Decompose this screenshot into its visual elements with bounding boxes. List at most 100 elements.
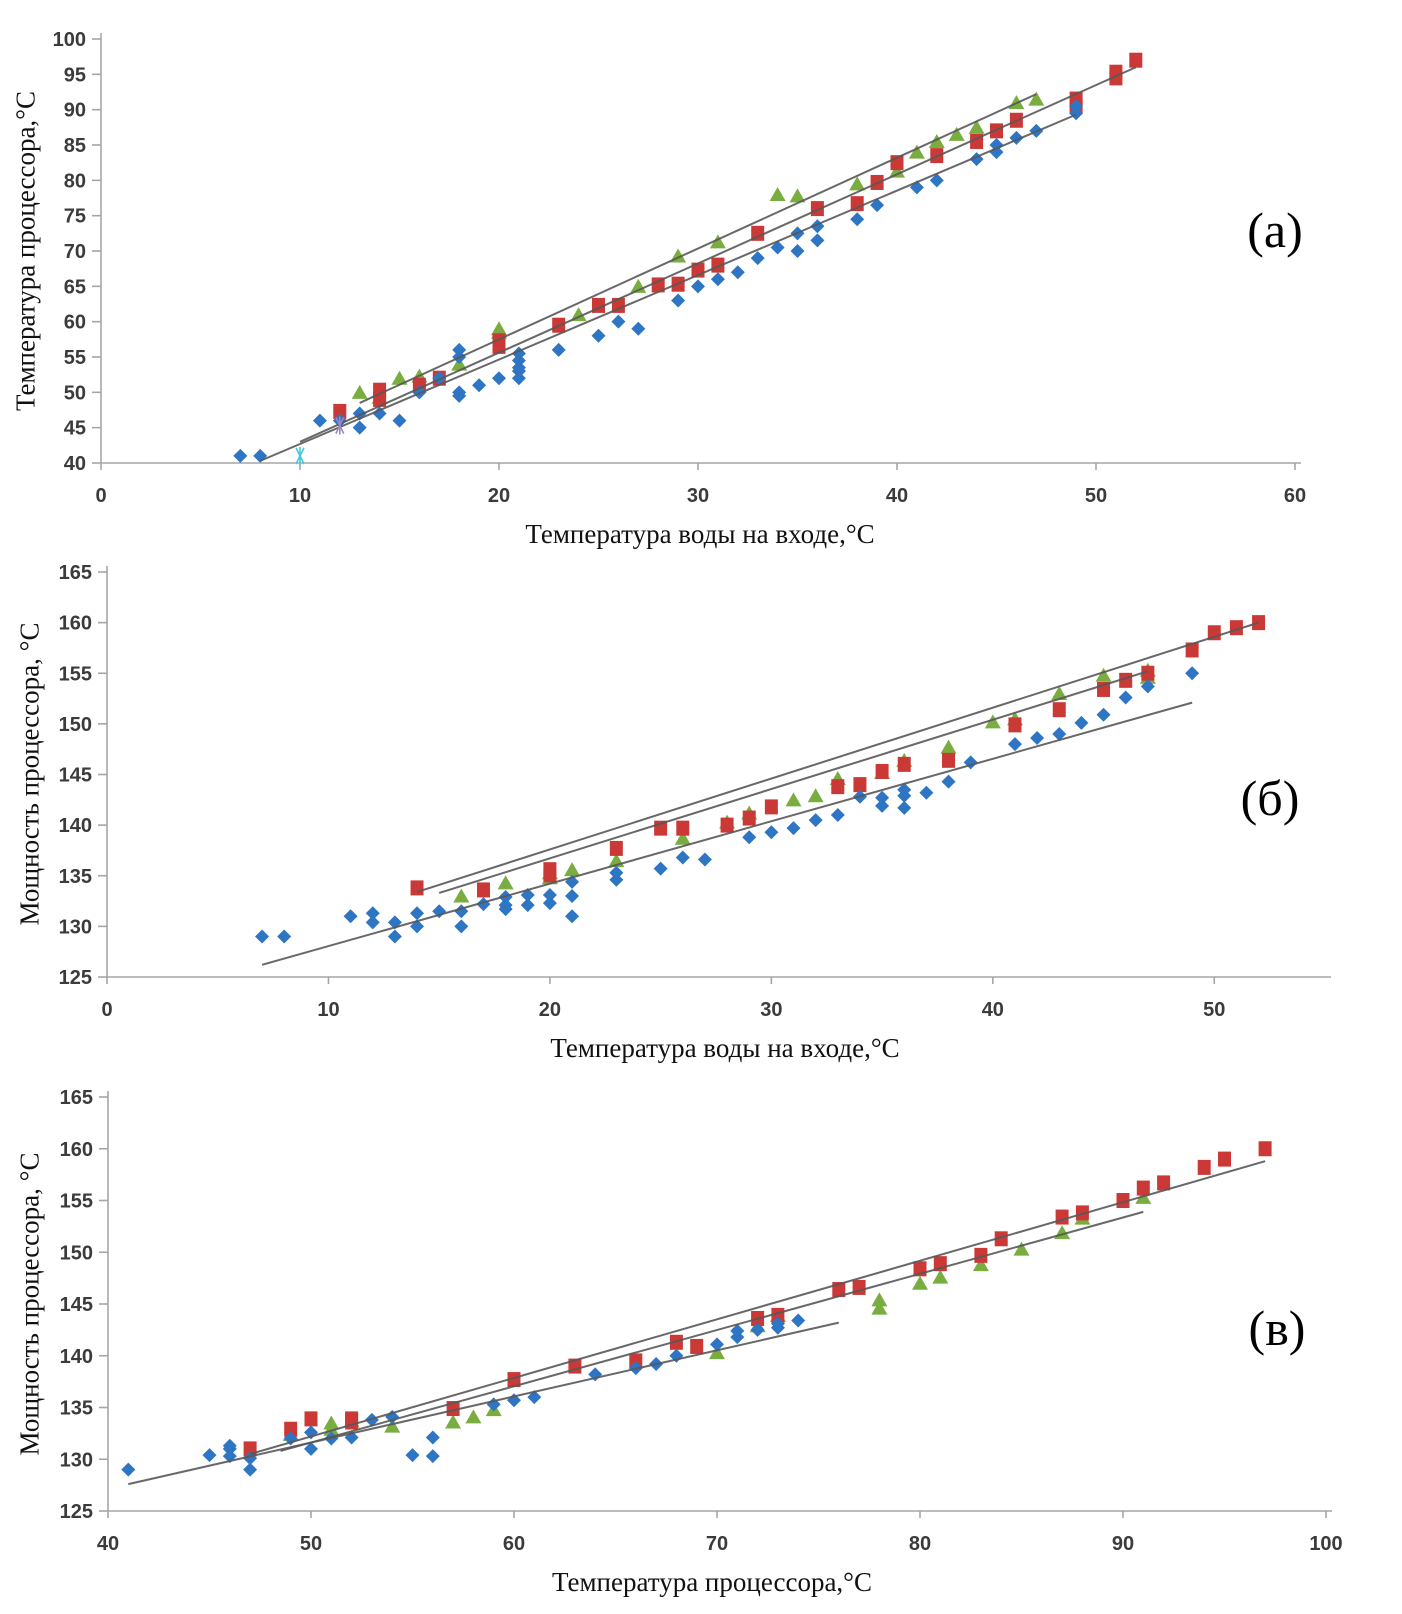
x-tick-label: 10	[289, 485, 311, 507]
diamond-marker	[452, 385, 467, 400]
diamond-marker	[365, 915, 380, 930]
diamond-marker	[454, 919, 469, 934]
square-marker	[850, 196, 864, 212]
y-tick-label: 150	[59, 714, 92, 736]
square-marker	[543, 862, 557, 878]
y-tick-label: 135	[60, 1398, 93, 1420]
triangle-marker	[709, 234, 726, 249]
diamond-marker	[1030, 731, 1045, 746]
triangle-marker	[497, 875, 514, 890]
diamond-marker	[222, 1438, 237, 1453]
diamond-marker	[675, 850, 690, 865]
diamond-marker	[730, 265, 745, 280]
diamond-marker	[653, 861, 668, 876]
diamond-marker	[542, 887, 557, 902]
square-marker	[507, 1372, 521, 1388]
diamond-marker	[1118, 690, 1133, 705]
square-marker	[651, 277, 665, 293]
square-marker	[1218, 1151, 1231, 1167]
x-tick-label: 100	[1309, 1533, 1342, 1555]
triangle-marker	[849, 176, 866, 191]
diamond-marker	[897, 782, 912, 797]
square-marker	[1141, 665, 1155, 681]
triangle-marker	[871, 1300, 888, 1315]
triangle-marker	[1008, 95, 1025, 110]
square-marker	[1129, 52, 1143, 68]
triangle-series	[453, 662, 1156, 903]
diamond-marker	[542, 896, 557, 911]
square-marker	[609, 840, 623, 856]
triangle-marker	[1095, 667, 1112, 682]
square-marker	[1008, 717, 1022, 733]
x-tick-label: 30	[760, 999, 782, 1021]
trend-line	[438, 670, 1149, 894]
chart-panel-2: 125 130 135 140 145 150 155 160 165 40 50 60 70 80 90 1…	[60, 1087, 1343, 1555]
diamond-marker	[791, 1313, 806, 1328]
x-tick-label: 20	[488, 485, 510, 507]
diamond-marker	[742, 830, 757, 845]
triangle-marker	[948, 126, 965, 141]
y-tick-label: 140	[60, 1346, 93, 1368]
chart-a-x-axis-title: Температура воды на входе,°С	[525, 519, 875, 549]
diamond-marker	[233, 448, 248, 463]
triangle-marker	[465, 1409, 482, 1424]
y-tick-label: 130	[60, 1449, 93, 1471]
diamond-marker	[750, 1322, 765, 1337]
diamond-marker	[565, 889, 580, 903]
y-tick-label: 145	[60, 1294, 93, 1316]
chart-b-x-axis-title: Температура воды на входе,°С	[550, 1033, 900, 1063]
diamond-marker	[392, 413, 407, 428]
diamond-marker	[511, 353, 526, 368]
diamond-marker	[1185, 666, 1200, 681]
diamond-marker	[730, 1323, 745, 1338]
diamond-marker	[786, 821, 801, 836]
diamond-marker	[710, 1337, 724, 1352]
triangle-marker	[1028, 91, 1045, 106]
triangle-marker	[871, 1292, 888, 1307]
x-tick-label: 80	[909, 1533, 931, 1555]
diamond-marker	[919, 785, 934, 800]
diamond-marker	[492, 371, 506, 386]
triangle-marker	[972, 1257, 989, 1272]
diamond-marker	[830, 808, 845, 822]
square-marker	[410, 880, 424, 896]
diamond-marker	[472, 378, 487, 393]
diamond-marker	[527, 1390, 542, 1405]
square-marker	[1157, 1175, 1171, 1191]
y-tick-label: 165	[59, 562, 92, 584]
y-tick-label: 160	[60, 1139, 93, 1161]
diamond-marker	[565, 909, 580, 924]
chart-a-y-axis-title: Температура процессора,°С	[10, 91, 41, 411]
trend-line	[359, 93, 1037, 404]
triangle-marker	[564, 862, 581, 877]
y-tick-label: 100	[53, 29, 86, 51]
diamond-marker	[611, 314, 626, 329]
x-tick-label: 40	[982, 999, 1004, 1021]
triangle-marker	[984, 714, 1001, 729]
diamond-marker	[671, 293, 686, 308]
diamond-marker	[243, 1462, 258, 1477]
chart-a-panel-label: (а)	[1247, 202, 1303, 258]
diamond-marker	[365, 906, 380, 921]
diamond-marker	[875, 798, 890, 813]
diamond-marker	[304, 1441, 318, 1456]
square-marker	[304, 1411, 318, 1427]
y-tick-label: 165	[60, 1087, 93, 1109]
x-tick-label: 40	[886, 485, 908, 507]
triangle-marker	[912, 1275, 928, 1290]
y-tick-label: 65	[64, 276, 86, 298]
x-tick-label: 20	[539, 999, 561, 1021]
square-marker	[990, 123, 1003, 139]
y-tick-label: 155	[60, 1191, 93, 1213]
triangle-series	[282, 1189, 1152, 1441]
diamond-marker	[343, 909, 358, 924]
triangle-marker	[932, 1269, 949, 1284]
triangle-marker	[391, 370, 408, 385]
y-tick-label: 85	[64, 135, 86, 157]
chart-b-panel-label: (б)	[1240, 770, 1300, 826]
chart-panel-1: 125 130 135 140 145 150 155 160 165 0 10 20 30 40 50	[59, 562, 1331, 1021]
square-marker	[676, 820, 690, 836]
square-marker	[897, 756, 911, 772]
diamond-marker	[1096, 707, 1111, 722]
diamond-marker	[1074, 715, 1089, 730]
